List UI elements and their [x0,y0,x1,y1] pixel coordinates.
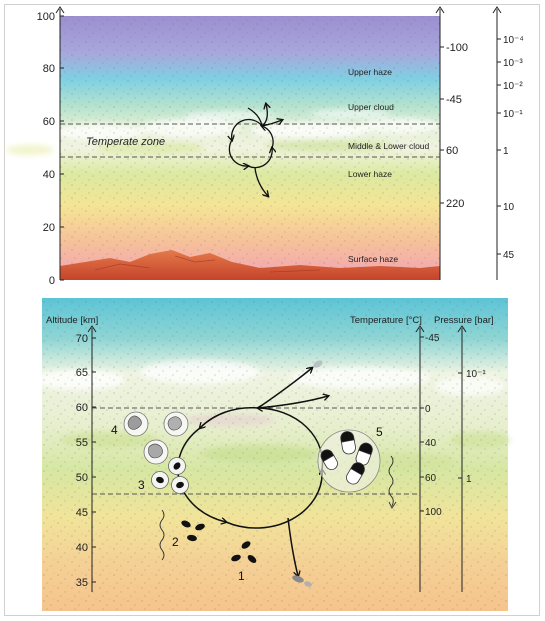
top-pressure-tick-1e-3: 10⁻³ [503,58,523,69]
top-pressure-tick-1e-2: 10⁻² [503,81,523,92]
top-altitude-tick-80: 80 [43,63,55,75]
top-altitude-ticks: 0 20 40 60 80 100 [37,11,64,287]
top-pressure-tick-1: 1 [503,146,509,157]
bottom-panel: Altitude [km] Temperature [°C] Pressure … [35,298,510,611]
top-pressure-tick-10: 10 [503,202,515,213]
settling-particle-b [304,581,312,587]
top-temp-tick-neg100: -100 [446,42,468,54]
top-altitude-tick-40: 40 [43,169,55,181]
pressure-axis-label: Pressure [bar] [434,315,494,326]
bottom-altitude-tick-65: 65 [76,367,88,379]
bottom-pressure-tick-1: 1 [466,474,472,485]
stage-4-cells [123,411,189,465]
stage-5-number: 5 [376,425,383,439]
bottom-altitude-tick-45: 45 [76,507,88,519]
bottom-temp-tick-100: 100 [425,507,442,518]
top-temp-tick-60: 60 [446,145,458,157]
bottom-altitude-tick-50: 50 [76,472,88,484]
bottom-altitude-tick-55: 55 [76,437,88,449]
top-panel: 0 20 40 60 80 100 -100 -45 60 220 [6,6,524,287]
layer-surface-haze: Surface haze [348,254,398,264]
top-pressure-tick-1e-4: 10⁻⁴ [503,35,524,46]
top-temperature-ticks: -100 -45 60 220 [440,42,468,210]
top-altitude-tick-60: 60 [43,116,55,128]
bottom-altitude-ticks: 35 40 45 50 55 60 65 70 [76,333,96,589]
stage-5-wavy-arrow [388,455,394,507]
bottom-pressure-ticks: 10⁻¹ 1 [458,369,486,485]
bottom-temperature-ticks: -45 0 40 60 100 [420,333,442,518]
top-pressure-tick-45: 45 [503,250,515,261]
top-altitude-tick-20: 20 [43,222,55,234]
temperate-zone-label: Temperate zone [86,136,165,148]
layer-middle-lower-cloud: Middle & Lower cloud [348,141,430,151]
top-temp-tick-220: 220 [446,198,464,210]
settling-particle-a [292,575,304,583]
stage-4-number: 4 [111,423,118,437]
bottom-altitude-tick-70: 70 [76,333,88,345]
stage-1-number: 1 [238,569,245,583]
top-pressure-tick-1e-1: 10⁻¹ [503,109,523,120]
top-pressure-ticks: 10⁻⁴ 10⁻³ 10⁻² 10⁻¹ 1 10 45 [497,35,524,261]
top-circulation-loop [229,104,282,196]
stage-3-cells [151,457,189,494]
bottom-particle-dots [42,298,508,611]
bottom-temp-tick-40: 40 [425,438,437,449]
layer-lower-haze: Lower haze [348,169,392,179]
bottom-altitude-tick-35: 35 [76,577,88,589]
bottom-altitude-tick-40: 40 [76,542,88,554]
stage-1-spores [231,541,257,563]
top-particle-dots [60,16,440,280]
stage-2-wavy-arrow [159,509,165,561]
venus-surface-terrain [60,250,440,280]
bottom-pressure-tick-1e-1: 10⁻¹ [466,369,486,380]
top-temp-tick-neg45: -45 [446,94,462,106]
bottom-temp-tick-60: 60 [425,473,437,484]
layer-upper-cloud: Upper cloud [348,102,394,112]
figure-frame [4,4,540,616]
altitude-axis-label: Altitude [km] [46,315,98,326]
top-altitude-tick-100: 100 [37,11,55,23]
stage-3-number: 3 [138,478,145,492]
layer-upper-haze: Upper haze [348,67,392,77]
escaping-particle-top [313,360,323,368]
top-altitude-tick-0: 0 [49,275,55,287]
bottom-altitude-tick-60: 60 [76,402,88,414]
bottom-temp-tick-neg45: -45 [425,333,440,344]
stage-2-spores [181,520,205,542]
bottom-temp-tick-0: 0 [425,404,431,415]
temperature-axis-label: Temperature [°C] [350,315,422,326]
stage-5-cluster [317,429,381,493]
stage-2-number: 2 [172,535,179,549]
